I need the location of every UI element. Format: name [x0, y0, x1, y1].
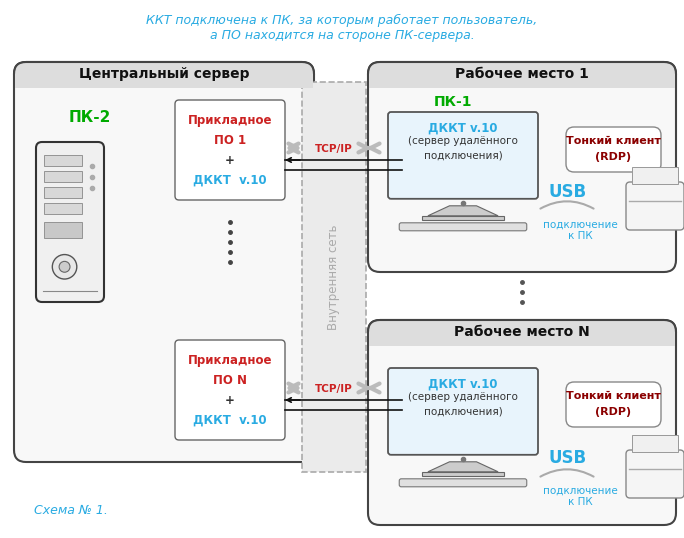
Bar	[369, 332, 675, 346]
Text: ПК-1: ПК-1	[434, 95, 472, 109]
FancyBboxPatch shape	[399, 479, 527, 487]
Text: USB: USB	[549, 449, 587, 467]
FancyBboxPatch shape	[388, 368, 538, 455]
Polygon shape	[428, 462, 498, 472]
Text: подключения): подключения)	[423, 150, 502, 160]
Bar	[44, 171, 81, 182]
Bar	[302, 82, 366, 472]
FancyBboxPatch shape	[566, 382, 661, 427]
FancyBboxPatch shape	[368, 320, 676, 525]
Text: подключение
к ПК: подключение к ПК	[542, 219, 618, 241]
Text: ПО N: ПО N	[213, 374, 247, 387]
Text: подключения): подключения)	[423, 406, 502, 416]
Text: Рабочее место N: Рабочее место N	[454, 325, 590, 339]
Text: Тонкий клиент: Тонкий клиент	[566, 136, 661, 146]
FancyBboxPatch shape	[175, 340, 285, 440]
Text: +: +	[225, 394, 235, 407]
Text: Прикладное: Прикладное	[187, 354, 272, 367]
Bar	[632, 435, 679, 452]
Text: (сервер удалённого: (сервер удалённого	[408, 392, 518, 402]
FancyBboxPatch shape	[368, 62, 676, 272]
Text: а ПО находится на стороне ПК-сервера.: а ПО находится на стороне ПК-сервера.	[209, 29, 475, 42]
Bar	[44, 222, 81, 238]
Text: Центральный сервер: Центральный сервер	[79, 67, 249, 81]
FancyBboxPatch shape	[36, 142, 104, 302]
FancyBboxPatch shape	[388, 112, 538, 199]
Text: подключение
к ПК: подключение к ПК	[542, 485, 618, 507]
Circle shape	[52, 254, 77, 279]
Text: USB: USB	[549, 183, 587, 201]
Polygon shape	[428, 206, 498, 216]
FancyBboxPatch shape	[14, 62, 314, 86]
Bar	[44, 203, 81, 214]
FancyBboxPatch shape	[626, 450, 684, 498]
Bar	[422, 216, 504, 220]
Text: Рабочее место 1: Рабочее место 1	[455, 67, 589, 81]
Text: ДККТ  v.10: ДККТ v.10	[193, 414, 267, 427]
Text: TCP/IP: TCP/IP	[315, 144, 353, 154]
Text: ККТ подключена к ПК, за которым работает пользователь,: ККТ подключена к ПК, за которым работает…	[146, 14, 538, 27]
Text: Схема № 1.: Схема № 1.	[34, 504, 108, 516]
FancyBboxPatch shape	[626, 182, 684, 230]
Text: +: +	[225, 154, 235, 167]
Text: ДККТ v.10: ДККТ v.10	[428, 122, 498, 135]
Text: ПК-2: ПК-2	[69, 110, 111, 124]
FancyBboxPatch shape	[368, 62, 676, 86]
Text: (RDP): (RDP)	[596, 407, 631, 417]
FancyBboxPatch shape	[566, 127, 661, 172]
Bar	[632, 167, 679, 184]
Text: (RDP): (RDP)	[596, 152, 631, 162]
Bar	[422, 472, 504, 476]
Text: Прикладное: Прикладное	[187, 114, 272, 127]
FancyBboxPatch shape	[14, 62, 314, 462]
Bar	[44, 155, 81, 166]
Text: ДККТ  v.10: ДККТ v.10	[193, 174, 267, 187]
Bar	[15, 74, 313, 88]
Text: (сервер удалённого: (сервер удалённого	[408, 136, 518, 146]
Text: ДККТ v.10: ДККТ v.10	[428, 378, 498, 391]
FancyBboxPatch shape	[399, 223, 527, 231]
Text: Тонкий клиент: Тонкий клиент	[566, 391, 661, 401]
Text: TCP/IP: TCP/IP	[315, 384, 353, 394]
FancyBboxPatch shape	[175, 100, 285, 200]
Circle shape	[59, 261, 70, 272]
Text: Внутренняя сеть: Внутренняя сеть	[328, 224, 341, 330]
Text: ПО 1: ПО 1	[214, 134, 246, 147]
FancyBboxPatch shape	[368, 320, 676, 344]
Bar	[44, 187, 81, 198]
Bar	[369, 74, 675, 88]
